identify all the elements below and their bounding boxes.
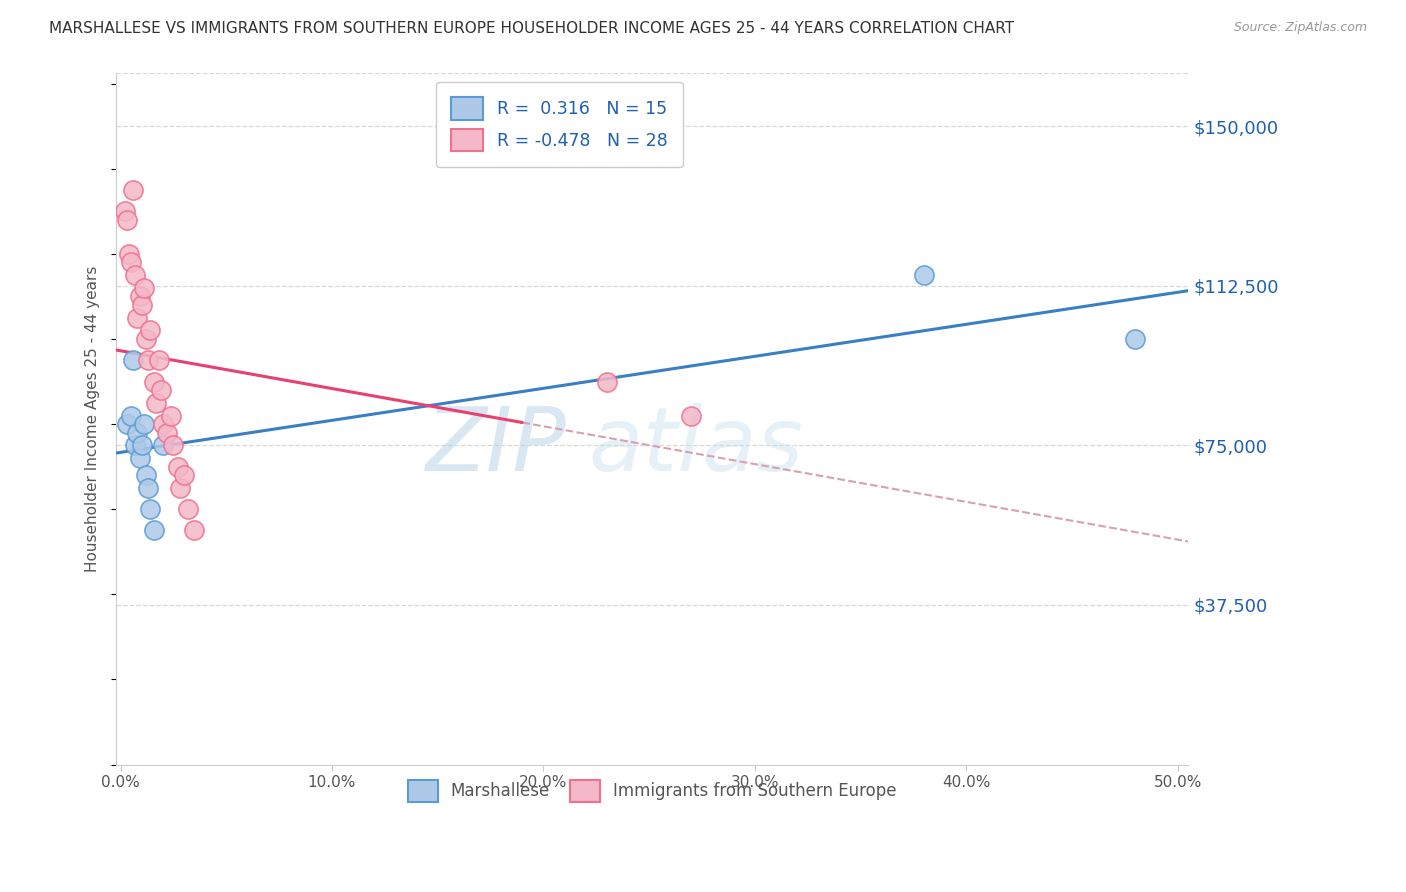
Point [681, 409, 703, 423]
Point [135, 468, 157, 483]
Point [124, 268, 146, 282]
Point [131, 438, 153, 452]
Point [1123, 332, 1146, 346]
Point [162, 438, 184, 452]
Point [149, 383, 172, 397]
Point [120, 255, 142, 269]
Y-axis label: Householder Income Ages 25 - 44 years: Householder Income Ages 25 - 44 years [86, 266, 100, 572]
Point [145, 396, 167, 410]
Point [143, 375, 166, 389]
Point [128, 289, 150, 303]
Point [124, 438, 146, 452]
Point [122, 183, 145, 197]
Point [148, 353, 170, 368]
Point [122, 353, 145, 368]
Point [114, 204, 136, 219]
Point [596, 375, 619, 389]
Point [132, 417, 155, 431]
Point [139, 502, 162, 516]
Text: MARSHALLESE VS IMMIGRANTS FROM SOUTHERN EUROPE HOUSEHOLDER INCOME AGES 25 - 44 Y: MARSHALLESE VS IMMIGRANTS FROM SOUTHERN … [49, 21, 1014, 36]
Point [169, 481, 191, 495]
Point [128, 451, 150, 466]
Point [135, 332, 157, 346]
Point [143, 524, 166, 538]
Legend: Marshallese, Immigrants from Southern Europe: Marshallese, Immigrants from Southern Eu… [394, 767, 910, 815]
Text: Source: ZipAtlas.com: Source: ZipAtlas.com [1233, 21, 1367, 34]
Text: ZIP: ZIP [426, 403, 567, 490]
Point [156, 425, 179, 440]
Point [166, 459, 188, 474]
Point [160, 409, 183, 423]
Point [132, 281, 155, 295]
Point [152, 438, 174, 452]
Point [120, 409, 142, 423]
Point [183, 524, 205, 538]
Point [136, 353, 159, 368]
Point [177, 502, 200, 516]
Point [139, 323, 162, 337]
Point [127, 425, 149, 440]
Point [118, 247, 141, 261]
Point [173, 468, 195, 483]
Point [115, 417, 138, 431]
Point [127, 310, 149, 325]
Point [152, 417, 174, 431]
Point [136, 481, 159, 495]
Point [131, 298, 153, 312]
Point [912, 268, 935, 282]
Text: atlas: atlas [588, 403, 803, 490]
Point [115, 212, 138, 227]
